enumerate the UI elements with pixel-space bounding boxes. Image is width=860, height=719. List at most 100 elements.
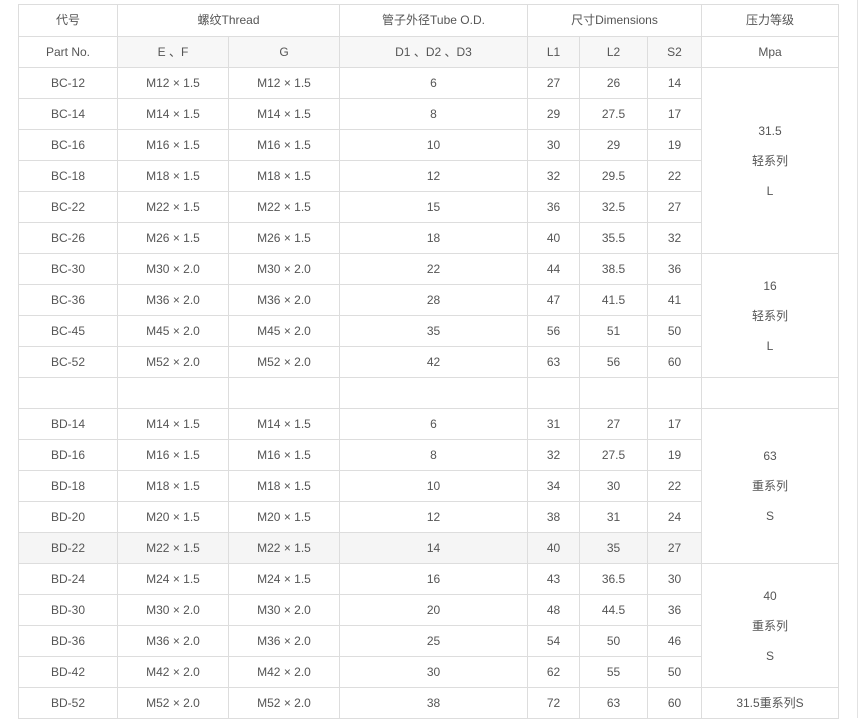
cell-l2: 29	[579, 129, 648, 161]
cell-l2	[579, 377, 648, 409]
cell-thread-g: M18 × 1.5	[228, 160, 340, 192]
cell-thread-ef: M36 × 2.0	[117, 625, 229, 657]
cell-thread-g: M52 × 2.0	[228, 346, 340, 378]
cell-l1: 32	[527, 439, 580, 471]
cell-pressure-grade: 40 重系列 S	[701, 563, 839, 688]
cell-tube-od: 10	[339, 129, 528, 161]
table-row: BC-14 M14 × 1.5 M14 × 1.5 8 29 27.5 17	[18, 98, 839, 130]
cell-s2: 14	[647, 67, 702, 99]
cell-part-no: BC-22	[18, 191, 118, 223]
cell-part-no: BD-24	[18, 563, 118, 595]
cell-thread-ef: M16 × 1.5	[117, 129, 229, 161]
cell-part-no: BD-30	[18, 594, 118, 626]
header-l2: L2	[579, 36, 648, 68]
cell-pressure-grade	[701, 377, 839, 409]
header-pressure: 压力等级	[701, 4, 839, 37]
header-tube: 管子外径Tube O.D.	[339, 4, 528, 37]
header-d: D1 、D2 、D3	[339, 36, 528, 68]
cell-l1	[527, 377, 580, 409]
header-pressure-unit: Mpa	[701, 36, 839, 68]
cell-s2: 50	[647, 315, 702, 347]
cell-l2: 63	[579, 687, 648, 719]
cell-tube-od: 12	[339, 160, 528, 192]
cell-s2: 22	[647, 160, 702, 192]
table-row: BC-36 M36 × 2.0 M36 × 2.0 28 47 41.5 41	[18, 284, 839, 316]
cell-part-no: BC-36	[18, 284, 118, 316]
cell-l2: 30	[579, 470, 648, 502]
cell-l2: 41.5	[579, 284, 648, 316]
fitting-spec-table: 代号 螺纹Thread 管子外径Tube O.D. 尺寸Dimensions 压…	[18, 4, 839, 719]
cell-l2: 32.5	[579, 191, 648, 223]
header-part-cn: 代号	[18, 4, 118, 37]
cell-s2: 30	[647, 563, 702, 595]
cell-thread-ef: M30 × 2.0	[117, 253, 229, 285]
cell-tube-od: 16	[339, 563, 528, 595]
cell-tube-od: 8	[339, 439, 528, 471]
cell-thread-g: M20 × 1.5	[228, 501, 340, 533]
cell-thread-g: M36 × 2.0	[228, 284, 340, 316]
cell-part-no: BD-14	[18, 408, 118, 440]
cell-s2: 60	[647, 346, 702, 378]
cell-s2: 36	[647, 253, 702, 285]
table-row: BD-18 M18 × 1.5 M18 × 1.5 10 34 30 22	[18, 470, 839, 502]
cell-tube-od: 15	[339, 191, 528, 223]
cell-part-no: BC-16	[18, 129, 118, 161]
cell-thread-ef: M42 × 2.0	[117, 656, 229, 688]
cell-l1: 56	[527, 315, 580, 347]
cell-l2: 55	[579, 656, 648, 688]
cell-l1: 40	[527, 532, 580, 564]
cell-l1: 38	[527, 501, 580, 533]
cell-thread-g: M36 × 2.0	[228, 625, 340, 657]
cell-tube-od: 28	[339, 284, 528, 316]
cell-tube-od: 30	[339, 656, 528, 688]
cell-thread-ef: M12 × 1.5	[117, 67, 229, 99]
pressure-line: L	[766, 338, 774, 353]
header-l1: L1	[527, 36, 580, 68]
cell-part-no: BD-42	[18, 656, 118, 688]
cell-thread-g: M42 × 2.0	[228, 656, 340, 688]
cell-l1: 36	[527, 191, 580, 223]
cell-thread-g: M14 × 1.5	[228, 98, 340, 130]
cell-l2: 35	[579, 532, 648, 564]
cell-part-no: BC-30	[18, 253, 118, 285]
cell-pressure-grade: 63 重系列 S	[701, 408, 839, 564]
pressure-line: 31.5	[758, 123, 782, 138]
table-row: BD-42 M42 × 2.0 M42 × 2.0 30 62 55 50	[18, 656, 839, 688]
cell-s2: 36	[647, 594, 702, 626]
cell-l1: 62	[527, 656, 580, 688]
cell-s2: 24	[647, 501, 702, 533]
cell-thread-ef: M26 × 1.5	[117, 222, 229, 254]
cell-l1: 63	[527, 346, 580, 378]
cell-part-no: BD-22	[18, 532, 118, 564]
cell-l2: 38.5	[579, 253, 648, 285]
cell-tube-od: 20	[339, 594, 528, 626]
cell-part-no: BC-18	[18, 160, 118, 192]
cell-l1: 31	[527, 408, 580, 440]
header-dimensions: 尺寸Dimensions	[527, 4, 702, 37]
cell-l1: 29	[527, 98, 580, 130]
pressure-line: S	[765, 509, 774, 523]
cell-s2: 50	[647, 656, 702, 688]
cell-l1: 43	[527, 563, 580, 595]
cell-part-no: BD-16	[18, 439, 118, 471]
cell-l1: 27	[527, 67, 580, 99]
pressure-line: 轻系列	[751, 308, 788, 323]
cell-thread-ef: M18 × 1.5	[117, 470, 229, 502]
cell-thread-ef: M52 × 2.0	[117, 687, 229, 719]
header-s2: S2	[647, 36, 702, 68]
header-g: G	[228, 36, 340, 68]
cell-tube-od: 6	[339, 408, 528, 440]
table-row: BD-22 M22 × 1.5 M22 × 1.5 14 40 35 27	[18, 532, 839, 564]
pressure-line: 轻系列	[751, 153, 788, 168]
cell-thread-g	[228, 377, 340, 409]
cell-tube-od: 14	[339, 532, 528, 564]
table-row: BC-45 M45 × 2.0 M45 × 2.0 35 56 51 50	[18, 315, 839, 347]
cell-pressure-grade: 16 轻系列 L	[701, 253, 839, 378]
cell-thread-g: M30 × 2.0	[228, 253, 340, 285]
cell-s2: 19	[647, 129, 702, 161]
header-ef: E 、F	[117, 36, 229, 68]
cell-part-no: BD-36	[18, 625, 118, 657]
cell-thread-ef: M22 × 1.5	[117, 191, 229, 223]
cell-thread-g: M45 × 2.0	[228, 315, 340, 347]
table-body: BC-12 M12 × 1.5 M12 × 1.5 6 27 26 14 31.5 轻系列 L BC…	[18, 67, 839, 719]
